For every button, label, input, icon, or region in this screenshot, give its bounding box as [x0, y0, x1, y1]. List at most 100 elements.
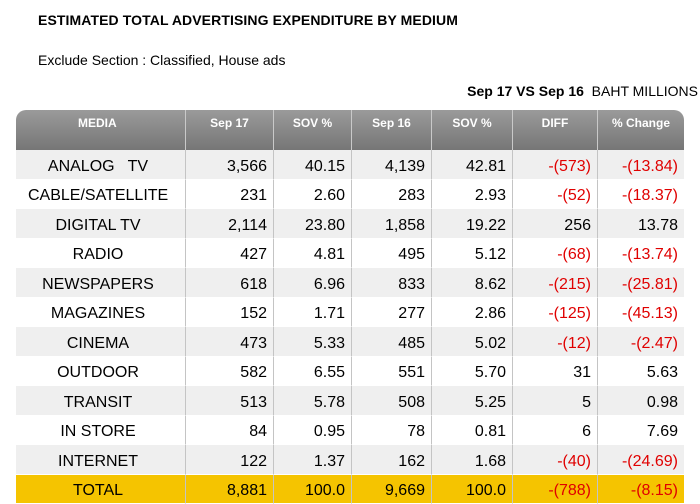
sep17-cell: 84	[186, 416, 274, 446]
diff-cell: -(40)	[513, 445, 598, 475]
sep16-cell: 162	[352, 445, 432, 475]
sov17-cell: 6.55	[274, 357, 352, 387]
sep17-cell: 473	[186, 327, 274, 357]
media-cell: OUTDOOR	[16, 357, 186, 387]
media-label: TOTAL	[16, 479, 168, 503]
media-cell: INTERNET	[16, 445, 186, 475]
header-sov16: SOV %	[432, 110, 513, 150]
sov16-cell: 1.68	[432, 445, 513, 475]
sep16-cell: 1,858	[352, 209, 432, 239]
media-cell: IN STORE	[16, 416, 186, 446]
sep16-cell: 283	[352, 180, 432, 210]
header-diff: DIFF	[513, 110, 598, 150]
sov17-cell: 1.37	[274, 445, 352, 475]
change-cell: -(25.81)	[598, 268, 684, 298]
media-label: ANALOG TV	[16, 155, 168, 179]
diff-cell: 5	[513, 386, 598, 416]
change-cell: 5.63	[598, 357, 684, 387]
media-cell: CINEMA	[16, 327, 186, 357]
media-label: IN STORE	[16, 420, 168, 444]
sep16-cell: 495	[352, 239, 432, 269]
diff-cell: 256	[513, 209, 598, 239]
sov17-cell: 2.60	[274, 180, 352, 210]
diff-cell: -(12)	[513, 327, 598, 357]
diff-cell: -(125)	[513, 298, 598, 328]
change-cell: -(24.69)	[598, 445, 684, 475]
sov17-cell: 23.80	[274, 209, 352, 239]
sov16-cell: 5.70	[432, 357, 513, 387]
media-label: DIGITAL TV	[16, 214, 168, 238]
sov16-cell: 42.81	[432, 150, 513, 180]
sep16-cell: 551	[352, 357, 432, 387]
sov16-cell: 5.25	[432, 386, 513, 416]
change-cell: 13.78	[598, 209, 684, 239]
sep16-cell: 277	[352, 298, 432, 328]
media-label: CABLE/SATELLITE	[16, 184, 168, 208]
sep17-cell: 231	[186, 180, 274, 210]
diff-cell: 6	[513, 416, 598, 446]
media-label: NEWSPAPERS	[16, 273, 168, 297]
sep17-cell: 122	[186, 445, 274, 475]
change-cell: 0.98	[598, 386, 684, 416]
header-sov17: SOV %	[274, 110, 352, 150]
sov16-cell: 2.86	[432, 298, 513, 328]
media-cell: MAGAZINES	[16, 298, 186, 328]
sov16-cell: 5.12	[432, 239, 513, 269]
sov17-cell: 40.15	[274, 150, 352, 180]
media-label: TRANSIT	[16, 391, 168, 415]
sov16-cell: 19.22	[432, 209, 513, 239]
period-unit: BAHT MILLIONS	[592, 83, 698, 99]
sep16-cell: 4,139	[352, 150, 432, 180]
diff-cell: -(68)	[513, 239, 598, 269]
diff-cell: -(573)	[513, 150, 598, 180]
change-cell: -(45.13)	[598, 298, 684, 328]
sep17-cell: 582	[186, 357, 274, 387]
sov16-cell: 8.62	[432, 268, 513, 298]
media-label: OUTDOOR	[16, 361, 168, 385]
sov17-cell: 6.96	[274, 268, 352, 298]
table-header-row: MEDIA Sep 17 SOV % Sep 16 SOV % DIFF % C…	[16, 110, 684, 150]
header-sep17: Sep 17	[186, 110, 274, 150]
diff-cell: -(52)	[513, 180, 598, 210]
sov17-cell: 5.78	[274, 386, 352, 416]
change-cell: 7.69	[598, 416, 684, 446]
period-label: Sep 17 VS Sep 16 BAHT MILLIONS	[467, 83, 698, 99]
media-cell: TRANSIT	[16, 386, 186, 416]
diff-cell: -(215)	[513, 268, 598, 298]
media-cell: NEWSPAPERS	[16, 268, 186, 298]
sov16-cell: 2.93	[432, 180, 513, 210]
sep17-cell: 152	[186, 298, 274, 328]
report-title: ESTIMATED TOTAL ADVERTISING EXPENDITURE …	[38, 11, 498, 29]
sep17-cell: 618	[186, 268, 274, 298]
header-media: MEDIA	[16, 110, 186, 150]
sep17-cell: 513	[186, 386, 274, 416]
media-cell: RADIO	[16, 239, 186, 269]
change-cell: -(13.84)	[598, 150, 684, 180]
sov16-cell: 0.81	[432, 416, 513, 446]
media-cell: DIGITAL TV	[16, 209, 186, 239]
sep17-cell: 3,566	[186, 150, 274, 180]
media-label: MAGAZINES	[16, 302, 168, 326]
sep16-cell: 485	[352, 327, 432, 357]
diff-cell: 31	[513, 357, 598, 387]
sov16-cell: 5.02	[432, 327, 513, 357]
sep17-cell: 427	[186, 239, 274, 269]
sep16-cell: 833	[352, 268, 432, 298]
sov17-cell: 1.71	[274, 298, 352, 328]
sov17-cell: 5.33	[274, 327, 352, 357]
report-subtitle: Exclude Section : Classified, House ads	[38, 52, 285, 68]
sep16-cell: 508	[352, 386, 432, 416]
header-sep16: Sep 16	[352, 110, 432, 150]
expenditure-table: MEDIA Sep 17 SOV % Sep 16 SOV % DIFF % C…	[16, 110, 684, 504]
change-cell: -(2.47)	[598, 327, 684, 357]
media-label: INTERNET	[16, 450, 168, 474]
